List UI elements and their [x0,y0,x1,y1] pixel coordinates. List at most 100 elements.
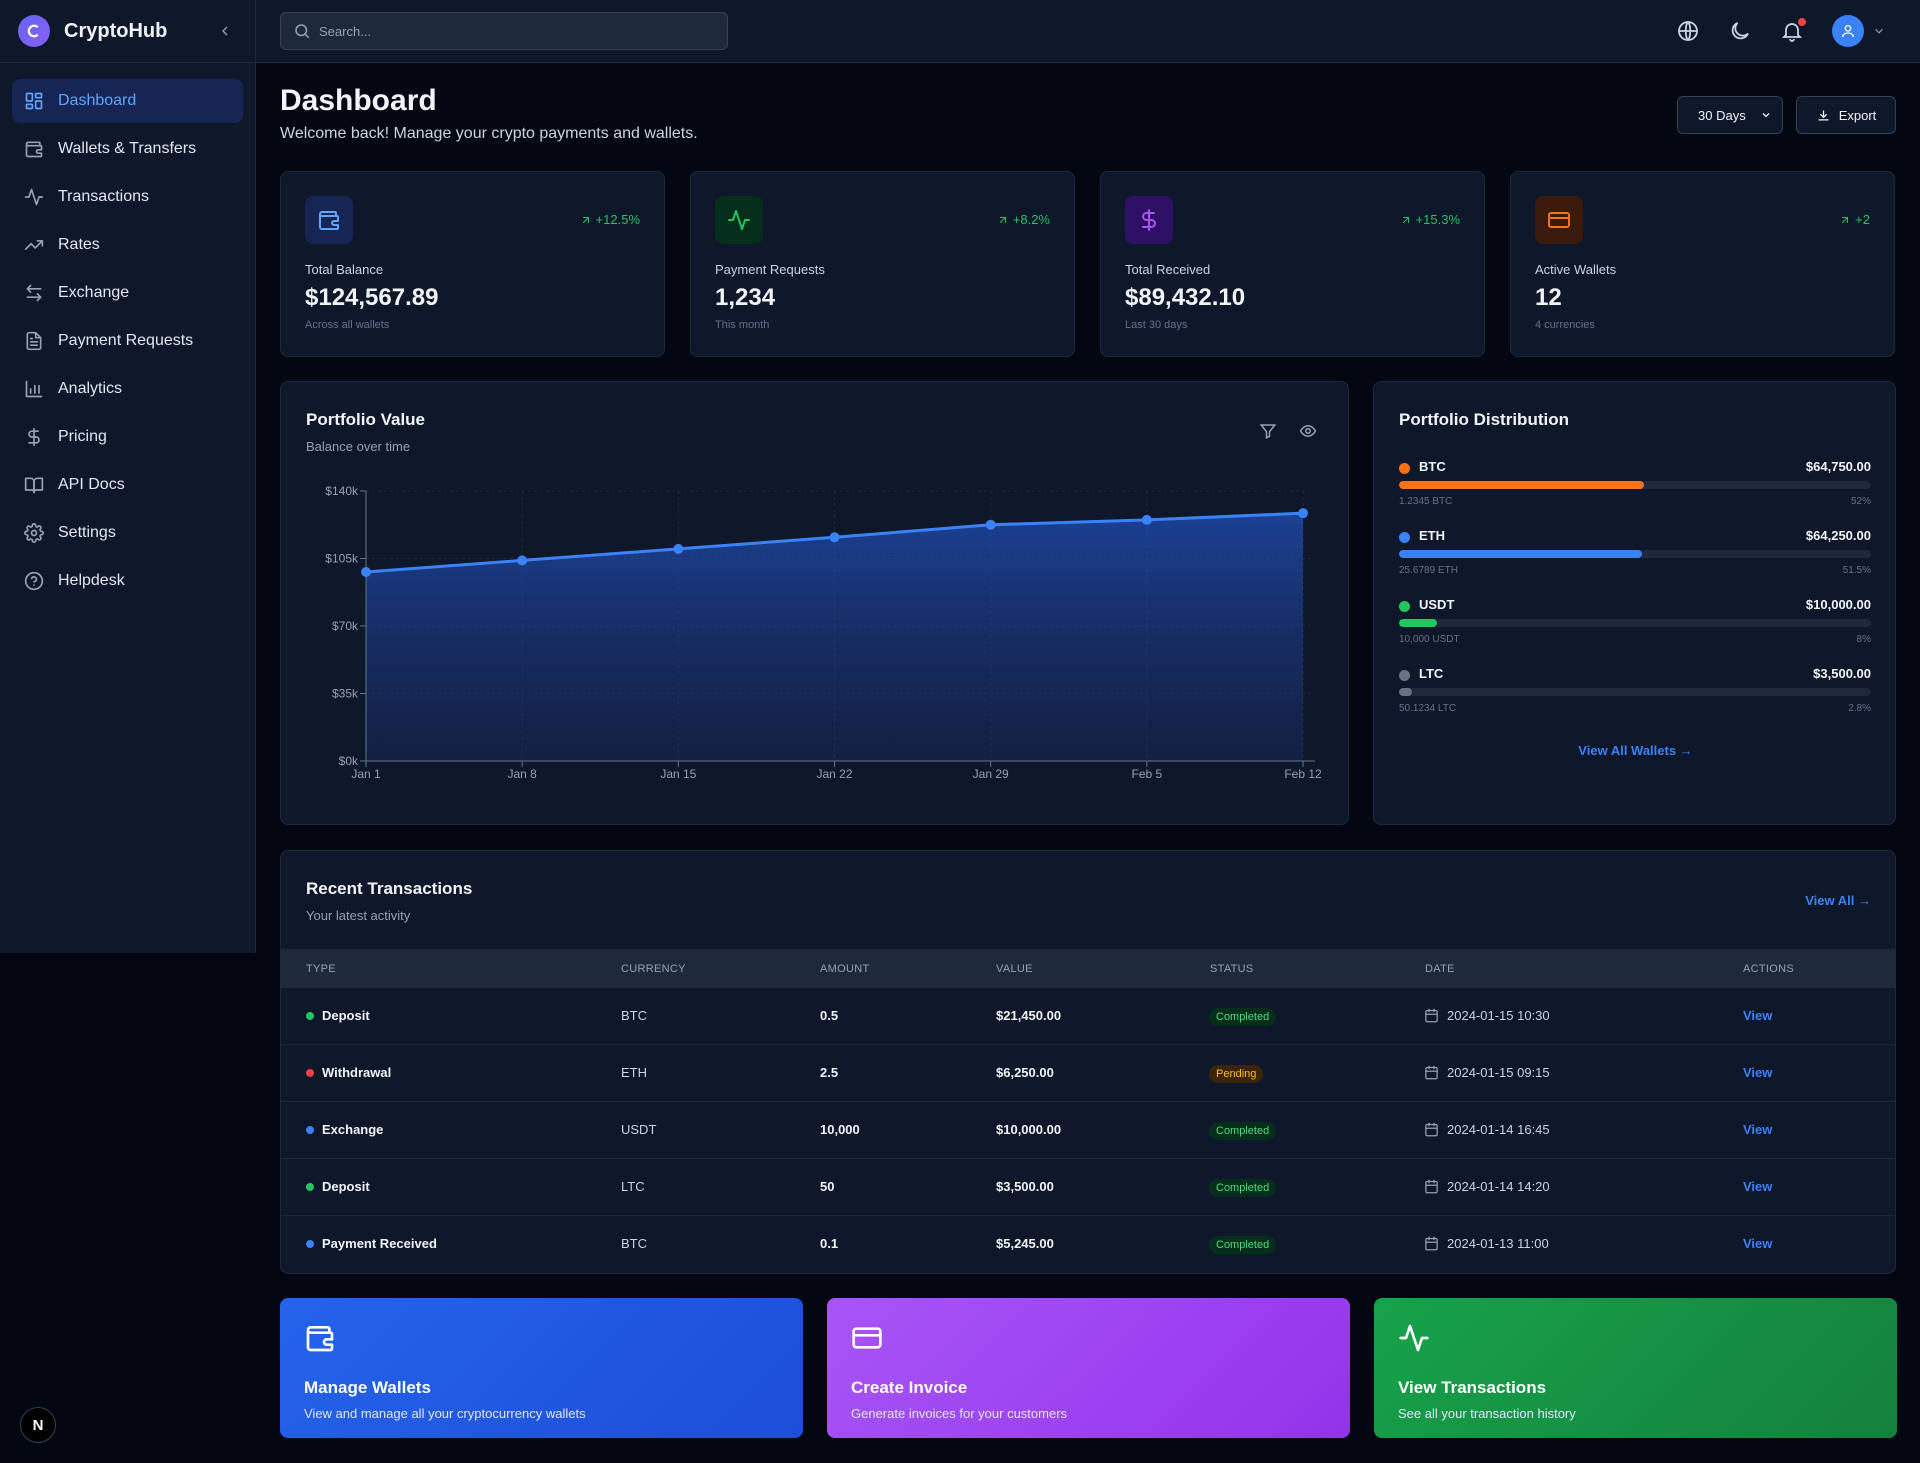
action-card-create-invoice[interactable]: Create Invoice Generate invoices for your… [827,1298,1350,1438]
view-transaction-link[interactable]: View [1743,1122,1773,1137]
dollar-icon [1142,209,1156,231]
arrow-up-right-icon [1842,216,1849,223]
stat-sub: This month [715,319,770,331]
collapse-sidebar-button[interactable] [213,19,237,43]
portfolio-distribution-card: Portfolio Distribution BTC $64,750.00 1.23… [1373,381,1896,825]
action-icon-wrap [851,1322,883,1354]
action-title: Manage Wallets [304,1378,431,1397]
sidebar-item-rates[interactable]: Rates [12,223,243,267]
bell-icon[interactable] [1780,19,1804,43]
eye-icon[interactable] [1299,422,1317,440]
currency-amount: 1.2345 BTC [1399,496,1453,507]
sidebar-item-transactions[interactable]: Transactions [12,175,243,219]
transactions-title: Recent Transactions [306,879,473,898]
view-transaction-link[interactable]: View [1743,1008,1773,1023]
sidebar-item-dashboard[interactable]: Dashboard [12,79,243,123]
activity-icon [1399,1324,1429,1352]
stat-change: +8.2% [997,212,1050,227]
sidebar-item-helpdesk[interactable]: Helpdesk [12,559,243,603]
cell-value: $10,000.00 [996,1122,1062,1137]
stat-label: Total Balance [305,262,384,277]
stat-card-total-received: +15.3% Total Received $89,432.10 Last 30 da… [1100,171,1485,357]
status-badge: Completed [1209,1008,1277,1026]
action-icon-wrap [1398,1322,1430,1354]
view-all-transactions-link[interactable]: View All → [1805,893,1871,908]
card-icon [852,1327,882,1349]
currency-percent: 2.8% [1848,703,1871,714]
type-label: Payment Received [322,1236,437,1251]
currency-percent: 51.5% [1842,565,1871,576]
stat-change: +15.3% [1400,212,1460,227]
data-point [985,519,996,530]
currency-percent: 52% [1850,496,1871,507]
x-tick-label: Jan 29 [973,767,1009,781]
y-tick-label: $105k [325,552,359,566]
sidebar-item-api-docs[interactable]: API Docs [12,463,243,507]
currency-amount: 10,000 USDT [1399,634,1460,645]
sidebar-item-exchange[interactable]: Exchange [12,271,243,315]
currency-value: $3,500.00 [1813,666,1871,681]
progress-track [1399,688,1871,696]
bar-chart-icon [25,380,43,398]
area-fill [366,513,1303,761]
view-transaction-link[interactable]: View [1743,1179,1773,1194]
y-tick-label: $140k [325,484,359,498]
page-title: Dashboard [280,84,437,117]
view-all-wallets-link[interactable]: View All Wallets → [1578,743,1693,758]
status-badge: Completed [1209,1236,1277,1254]
action-icon-wrap [304,1322,336,1354]
export-label: Export [1838,107,1877,123]
page-subtitle: Welcome back! Manage your crypto payment… [280,125,698,142]
currency-amount: 50.1234 LTC [1399,703,1457,714]
chevron-down-icon[interactable] [1872,24,1886,38]
currency-dot [1399,670,1410,681]
globe-icon[interactable] [1676,19,1700,43]
wallet-icon [25,141,43,158]
card-icon [1548,212,1570,228]
arrows-exchange-icon [26,284,42,302]
cell-currency: ETH [621,1065,647,1080]
action-card-manage-wallets[interactable]: Manage Wallets View and manage all your c… [280,1298,803,1438]
avatar[interactable] [1832,15,1864,47]
currency-dot [1399,601,1410,612]
n-badge[interactable]: N [20,1407,56,1443]
sidebar-item-pricing[interactable]: Pricing [12,415,243,459]
progress-track [1399,481,1871,489]
sidebar-item-label: Payment Requests [58,332,194,349]
moon-icon[interactable] [1728,19,1752,43]
sidebar-item-analytics[interactable]: Analytics [12,367,243,411]
view-transaction-link[interactable]: View [1743,1065,1773,1080]
recent-transactions-card: Recent Transactions Your latest activity… [280,850,1896,1274]
date-range-select[interactable]: 30 Days [1677,96,1783,134]
search-input[interactable] [319,23,699,39]
distribution-row-ltc: LTC $3,500.00 50.1234 LTC 2.8% [1399,665,1871,725]
data-point [829,532,840,543]
download-icon [1818,110,1829,120]
arrow-up-right-icon [582,216,589,223]
calendar-icon [1425,1179,1438,1194]
sidebar-item-label: Rates [58,236,100,253]
sidebar-item-label: Wallets & Transfers [58,140,197,157]
sidebar-item-payment-requests[interactable]: Payment Requests [12,319,243,363]
stat-card-active-wallets: +2 Active Wallets 12 4 currencies [1510,171,1895,357]
filter-icon[interactable] [1259,422,1277,440]
action-card-view-transactions[interactable]: View Transactions See all your transactio… [1374,1298,1897,1438]
sidebar-item-wallets-transfers[interactable]: Wallets & Transfers [12,127,243,171]
view-transaction-link[interactable]: View [1743,1236,1773,1251]
progress-track [1399,550,1871,558]
status-badge: Completed [1209,1179,1277,1197]
currency-value: $10,000.00 [1805,597,1871,612]
portfolio-title: Portfolio Value [306,410,426,429]
notification-dot [1798,18,1806,26]
cell-amount: 2.5 [820,1065,839,1080]
stat-value: $89,432.10 [1125,284,1246,311]
cell-type: Withdrawal [306,1065,391,1080]
stat-change-value: +2 [1855,212,1870,227]
cell-date: 2024-01-14 14:20 [1424,1179,1550,1194]
cell-value: $6,250.00 [996,1065,1054,1080]
table-row: Deposit LTC 50 $3,500.00 Completed 2024-01-14… [281,1158,1895,1215]
action-subtitle: See all your transaction history [1398,1406,1576,1421]
currency-amount: 25.6789 ETH [1399,565,1458,576]
export-button[interactable]: Export [1796,96,1896,134]
sidebar-item-settings[interactable]: Settings [12,511,243,555]
